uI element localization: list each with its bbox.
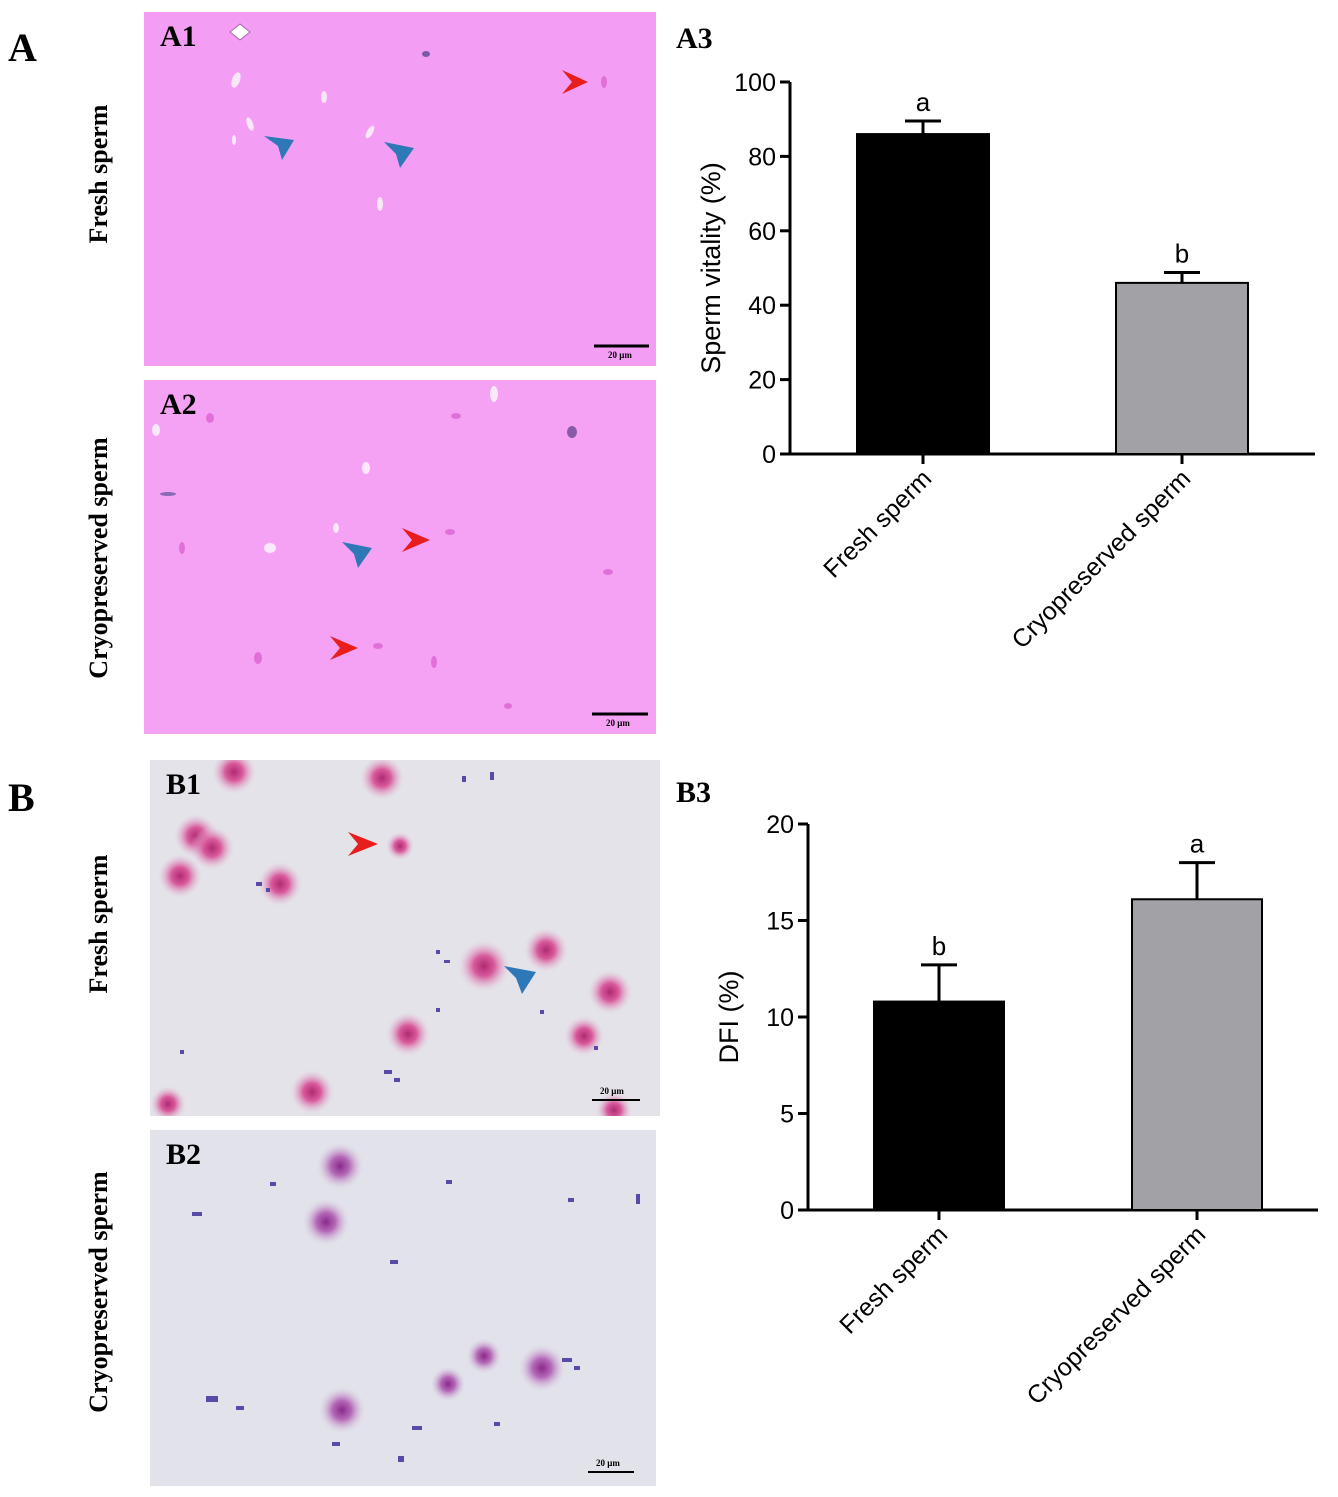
bar-cryopreserved bbox=[1115, 281, 1249, 455]
significance-label: a bbox=[1190, 829, 1205, 859]
blue-arrow-icon bbox=[264, 136, 294, 160]
subpanel-label-a1: A1 bbox=[160, 20, 197, 53]
blue-arrow-icon bbox=[342, 542, 372, 568]
scale-bar-b2: 20 μm bbox=[596, 1458, 620, 1468]
y-tick-label: 100 bbox=[734, 69, 776, 97]
significance-label: b bbox=[1175, 238, 1189, 268]
subpanel-label-b2: B2 bbox=[166, 1138, 202, 1171]
y-tick-label: 60 bbox=[748, 218, 776, 246]
chart-dfi: 0 5 10 15 20 DFI (%) b Fresh sperm a Cryopreserve… bbox=[690, 800, 1330, 1490]
red-arrow-icon bbox=[330, 636, 358, 660]
micrograph-b1: B1 20 μm bbox=[150, 760, 660, 1116]
blue-arrow-icon bbox=[504, 966, 536, 994]
y-axis-title: DFI (%) bbox=[714, 971, 744, 1064]
micrograph-a2: A2 20 μm bbox=[144, 380, 656, 734]
micrograph-b1-image bbox=[150, 760, 660, 1116]
scale-bar-a1: 20 μm bbox=[608, 350, 632, 360]
y-tick-label: 0 bbox=[780, 1197, 794, 1225]
x-tick-label: Fresh sperm bbox=[834, 1220, 953, 1339]
micrograph-a1-image bbox=[144, 12, 656, 366]
y-tick-label: 40 bbox=[748, 292, 776, 320]
micrograph-b2: B2 20 μm bbox=[150, 1130, 656, 1486]
scale-bar-a2: 20 μm bbox=[606, 718, 630, 728]
row-label-a-fresh: Fresh sperm bbox=[84, 104, 113, 244]
micrograph-a1: A1 20 μm bbox=[144, 12, 656, 366]
row-label-a-cryo: Cryopreserved sperm bbox=[84, 437, 113, 679]
y-tick-label: 20 bbox=[766, 811, 794, 839]
y-tick-label: 80 bbox=[748, 143, 776, 171]
subpanel-label-b1: B1 bbox=[166, 768, 202, 801]
x-tick-label: Fresh sperm bbox=[818, 464, 937, 583]
row-label-b-fresh: Fresh sperm bbox=[84, 854, 113, 994]
scale-bar-b1: 20 μm bbox=[600, 1086, 624, 1096]
bar-cryopreserved bbox=[1131, 898, 1263, 1212]
significance-label: b bbox=[932, 931, 946, 961]
significance-label: a bbox=[916, 87, 931, 117]
bar-fresh bbox=[856, 133, 990, 456]
y-tick-label: 15 bbox=[766, 908, 794, 936]
blue-arrow-icon bbox=[384, 142, 414, 168]
red-arrow-icon bbox=[348, 832, 378, 856]
bar-fresh bbox=[873, 1000, 1005, 1211]
x-tick-label: Cryopreserved sperm bbox=[1006, 464, 1196, 654]
chart-sperm-vitality: 0 20 40 60 80 100 Sperm vitality (%) a Fresh spe… bbox=[690, 60, 1330, 720]
micrograph-a2-image bbox=[144, 380, 656, 734]
chart-label-b3: B3 bbox=[676, 776, 712, 809]
y-tick-label: 5 bbox=[780, 1101, 794, 1129]
y-axis-title: Sperm vitality (%) bbox=[696, 162, 726, 374]
chart-dfi-svg: 0 5 10 15 20 DFI (%) b Fresh sperm a Cryopreserve… bbox=[714, 811, 1318, 1410]
panel-a-letter: A bbox=[8, 25, 37, 70]
panel-b-letter: B bbox=[8, 775, 35, 820]
row-label-b-cryo: Cryopreserved sperm bbox=[84, 1171, 113, 1413]
y-tick-label: 0 bbox=[762, 441, 776, 469]
chart-sperm-vitality-svg: 0 20 40 60 80 100 Sperm vitality (%) a Fresh spe… bbox=[696, 69, 1315, 654]
red-arrow-icon bbox=[562, 70, 588, 94]
red-arrow-icon bbox=[402, 528, 430, 552]
subpanel-label-a2: A2 bbox=[160, 388, 197, 421]
x-tick-label: Cryopreserved sperm bbox=[1021, 1220, 1211, 1410]
micrograph-b2-image bbox=[150, 1130, 656, 1486]
chart-label-a3: A3 bbox=[676, 22, 713, 55]
y-tick-label: 20 bbox=[748, 367, 776, 395]
y-tick-label: 10 bbox=[766, 1004, 794, 1032]
